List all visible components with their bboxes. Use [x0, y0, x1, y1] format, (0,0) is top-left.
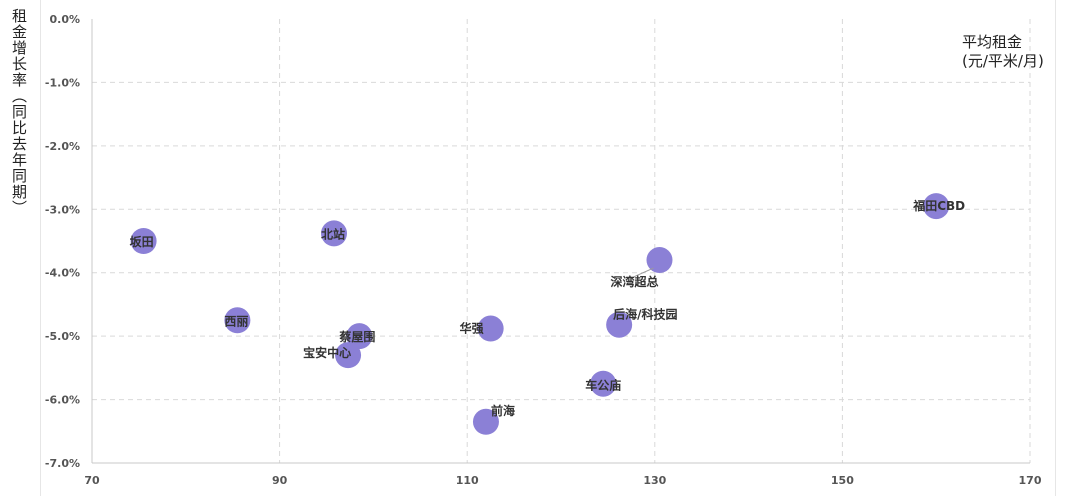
y-tick-label: -4.0%	[45, 267, 80, 280]
x-tick-label: 90	[272, 474, 288, 487]
point-label: 坂田	[130, 234, 154, 249]
point-label: 蔡屋围	[338, 329, 375, 344]
point-label: 宝安中心	[303, 345, 351, 360]
x-tick-label: 150	[831, 474, 854, 487]
y-tick-label: -6.0%	[45, 394, 80, 407]
x-axis-title-line-2: (元/平米/月)	[962, 52, 1044, 70]
point-label: 后海/科技园	[613, 307, 677, 322]
point-label: 北站	[321, 226, 345, 241]
data-point	[346, 323, 373, 350]
grid-lines	[92, 19, 1031, 464]
x-tick-label: 170	[1019, 474, 1042, 487]
axes	[91, 19, 1030, 464]
y-axis-title: 租金增长率（同比去年同期）	[10, 8, 28, 216]
data-point	[130, 228, 157, 254]
point-label: 福田CBD	[912, 198, 965, 213]
frame-left-border	[40, 0, 41, 496]
data-point	[335, 342, 362, 369]
y-tick-label: -2.0%	[45, 140, 80, 153]
x-tick-label: 130	[643, 474, 666, 487]
y-tick-label: -7.0%	[45, 457, 80, 470]
y-tick-label: 0.0%	[49, 13, 80, 26]
data-point	[606, 311, 633, 338]
x-tick-labels: 70 90 110 130 150 170	[84, 474, 1041, 487]
y-tick-label: -1.0%	[45, 76, 80, 89]
data-points	[130, 193, 950, 435]
frame-right-border	[1055, 0, 1056, 496]
y-tick-labels: 0.0% -1.0% -2.0% -3.0% -4.0% -5.0% -6.0% -7.0%	[45, 13, 80, 470]
y-tick-label: -5.0%	[45, 330, 80, 343]
point-label: 前海	[491, 403, 515, 418]
data-point	[646, 247, 673, 274]
data-point	[472, 408, 499, 435]
point-label: 深湾超总	[610, 274, 658, 289]
point-label: 西丽	[224, 314, 248, 328]
data-point	[923, 193, 950, 220]
data-point	[321, 220, 348, 247]
y-tick-label: -3.0%	[45, 203, 80, 216]
data-point	[590, 370, 617, 397]
x-tick-label: 70	[84, 474, 100, 487]
leader-line	[633, 267, 654, 278]
x-tick-label: 110	[456, 474, 479, 487]
data-point	[224, 307, 251, 334]
data-point	[477, 315, 504, 342]
x-axis-title: 平均租金 (元/平米/月)	[962, 33, 1044, 71]
point-label: 华强	[460, 321, 484, 336]
x-axis-title-line-1: 平均租金	[962, 33, 1023, 51]
point-label: 车公庙	[585, 378, 621, 393]
